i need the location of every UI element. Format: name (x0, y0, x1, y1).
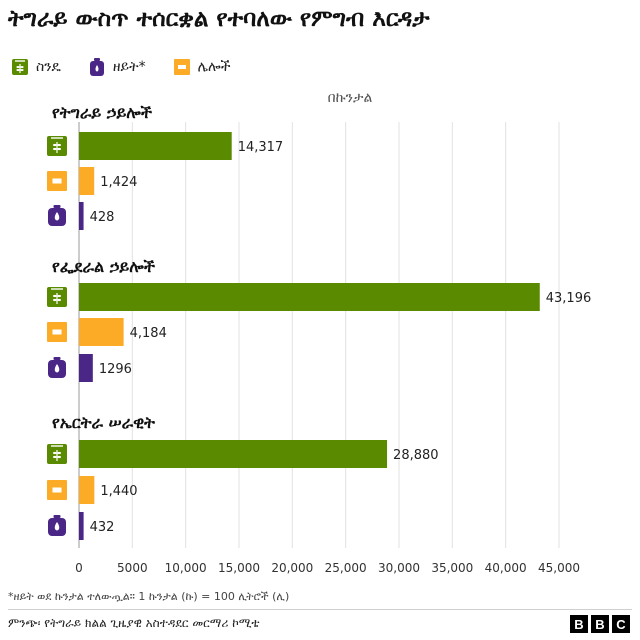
data-label: 28,880 (393, 448, 439, 463)
oil-can-icon (89, 58, 104, 76)
footnote: *ዘይት ወደ ኩንታል ተለውጧል። 1 ኩንታል (ኩ) = 100 ሊትሮ… (8, 590, 290, 603)
x-tick-label: 15,000 (218, 561, 260, 575)
legend: ስንዴ ዘይት* ሌሎች (10, 54, 257, 80)
bar-other (79, 167, 95, 195)
x-tick-label: 35,000 (431, 561, 473, 575)
wheat-sack-icon (57, 455, 61, 459)
x-tick-label: 10,000 (165, 561, 207, 575)
data-label: 4,184 (130, 326, 167, 341)
data-label: 432 (90, 520, 115, 535)
legend-label-other: ሌሎች (197, 59, 231, 75)
logo-letter: C (612, 615, 630, 633)
x-tick-label: 0 (75, 561, 83, 575)
chart-title: ትግራይ ውስጥ ተሰርቋል የተባለው የምግብ እርዳታ (8, 6, 430, 32)
bar-wheat (79, 283, 540, 311)
wheat-sack-icon (57, 143, 61, 147)
wheat-sack-icon (57, 298, 61, 302)
wheat-sack-icon (53, 298, 57, 302)
box-icon (173, 59, 190, 75)
bar-other (79, 318, 124, 346)
x-tick-label: 5000 (117, 561, 148, 575)
legend-item-wheat: ስንዴ (10, 57, 61, 77)
oil-can-icon (54, 212, 60, 221)
x-tick-label: 25,000 (325, 561, 367, 575)
legend-item-other: ሌሎች (172, 57, 231, 77)
bbc-logo: B B C (567, 615, 630, 633)
wheat-sack-icon (57, 294, 61, 298)
bar-oil (79, 202, 84, 230)
oil-can-icon (54, 364, 60, 373)
logo-letter: B (591, 615, 609, 633)
wheat-sack-icon (12, 59, 28, 75)
wheat-sack-icon (51, 445, 63, 447)
box-icon (52, 487, 62, 493)
oil-can-icon (53, 205, 61, 208)
unit-label: በኩንታል (327, 90, 373, 106)
group-title: የትግራይ ኃይሎች (52, 103, 153, 122)
data-label: 14,317 (238, 140, 284, 155)
oil-can-icon (54, 522, 60, 531)
legend-label-wheat: ስንዴ (36, 59, 61, 75)
wheat-sack-icon (53, 147, 57, 151)
group-title: የኤርትራ ሠራዊት (52, 413, 155, 432)
wheat-sack-icon (51, 137, 63, 139)
logo-letter: B (570, 615, 588, 633)
wheat-sack-icon (57, 451, 61, 455)
oil-can-icon (53, 357, 61, 360)
data-label: 428 (90, 210, 115, 225)
x-tick-label: 30,000 (378, 561, 420, 575)
bar-other (79, 476, 95, 504)
wheat-sack-icon (51, 288, 63, 290)
wheat-sack-icon (53, 455, 57, 459)
bar-oil (79, 354, 93, 382)
bar-oil (79, 512, 84, 540)
wheat-sack-icon (53, 451, 57, 455)
group-title: የፌደራል ኃይሎች (52, 257, 156, 276)
x-tick-label: 45,000 (538, 561, 580, 575)
bar-wheat (79, 132, 232, 160)
bar-wheat (79, 440, 388, 468)
box-icon (52, 178, 62, 184)
oil-can-icon (53, 515, 61, 518)
wheat-sack-icon (57, 147, 61, 151)
legend-label-oil: ዘይት* (112, 59, 146, 75)
data-label: 1,440 (100, 484, 137, 499)
bar-chart: 0 5000 10,000 15,000 20,000 25,000 30,000 35,00… (47, 103, 592, 575)
legend-item-oil: ዘይት* (87, 57, 146, 77)
wheat-sack-icon (53, 294, 57, 298)
data-label: 43,196 (546, 291, 592, 306)
data-label: 1296 (99, 362, 132, 377)
box-icon (52, 329, 62, 335)
wheat-sack-icon (53, 143, 57, 147)
source-note: ምንጭ፡ የትግራይ ክልል ጊዜያዊ አስተዳደር መርማሪ ኮሚቴ (8, 616, 260, 630)
x-tick-label: 40,000 (485, 561, 527, 575)
data-label: 1,424 (100, 175, 137, 190)
x-tick-label: 20,000 (271, 561, 313, 575)
footer-divider (8, 609, 632, 610)
